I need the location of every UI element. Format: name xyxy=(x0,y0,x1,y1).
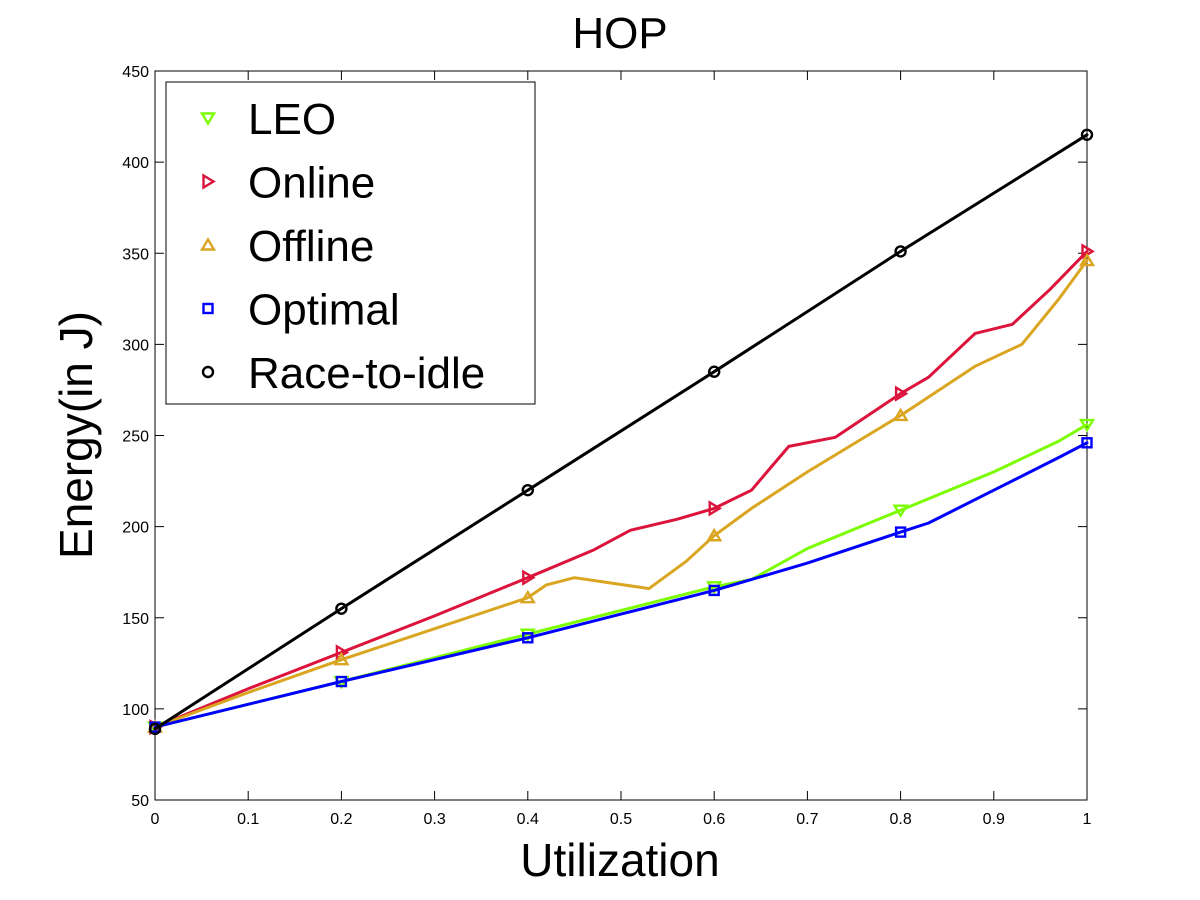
legend-label: Online xyxy=(248,159,375,208)
legend-marker xyxy=(199,237,217,251)
data-point xyxy=(1078,252,1096,267)
data-point xyxy=(1078,418,1096,433)
data-point xyxy=(519,628,536,642)
data-point xyxy=(708,365,721,378)
series-line xyxy=(153,249,1089,729)
legend-marker xyxy=(202,302,214,315)
legend-box xyxy=(165,81,536,405)
y-tick-label: 300 xyxy=(122,337,149,354)
series-line xyxy=(153,441,1089,729)
data-point xyxy=(894,245,907,258)
legend-marker xyxy=(199,112,217,126)
data-point xyxy=(892,504,909,519)
y-tick-label: 150 xyxy=(122,611,149,628)
y-axis: 50 100 150 200 250 300 350 400 450 xyxy=(122,64,1087,810)
data-point xyxy=(1080,128,1094,141)
legend-label: Optimal xyxy=(248,286,400,335)
y-tick-label: 400 xyxy=(122,155,149,172)
legend-marker xyxy=(201,365,215,379)
data-point xyxy=(148,722,162,736)
legend-label: Offline xyxy=(248,222,374,271)
y-tick-label: 100 xyxy=(122,702,149,719)
series-layer xyxy=(146,128,1096,736)
data-point xyxy=(892,407,909,422)
data-point xyxy=(708,500,723,517)
y-tick-label: 200 xyxy=(122,520,149,537)
x-tick-label: 0.1 xyxy=(237,811,259,828)
series-line xyxy=(153,133,1089,731)
x-tick-label: 0.5 xyxy=(610,811,632,828)
legend-item: Offline xyxy=(199,222,374,271)
legend: LEO Online Offline Optimal Race-to-idle xyxy=(165,81,536,405)
legend-label: Race-to-idle xyxy=(248,349,485,398)
data-point xyxy=(706,581,723,595)
series-race-to-idle xyxy=(148,128,1094,736)
data-point xyxy=(333,651,350,666)
x-tick-label: 0.2 xyxy=(330,811,352,828)
y-tick-label: 250 xyxy=(122,429,149,446)
x-tick-label: 0.9 xyxy=(983,811,1005,828)
x-axis-title: Utilization xyxy=(520,834,719,886)
data-point xyxy=(894,526,907,538)
legend-item: Race-to-idle xyxy=(201,349,485,398)
x-tick-label: 0 xyxy=(151,811,160,828)
series-optimal xyxy=(149,437,1093,733)
legend-marker xyxy=(202,173,216,190)
x-tick-label: 0.4 xyxy=(517,811,539,828)
chart-title: HOP xyxy=(572,9,667,58)
data-point xyxy=(335,602,348,615)
data-point xyxy=(522,569,536,586)
x-tick-label: 0.7 xyxy=(796,811,818,828)
x-tick-label: 1 xyxy=(1083,811,1092,828)
x-tick-label: 0.3 xyxy=(423,811,445,828)
y-tick-label: 50 xyxy=(131,793,149,810)
legend-item: Optimal xyxy=(202,286,400,335)
legend-label: LEO xyxy=(248,95,336,144)
x-tick-label: 0.8 xyxy=(889,811,911,828)
data-point xyxy=(522,632,534,644)
x-axis: 0 0.1 0.2 0.3 0.4 0.5 0.6 0.7 0.8 0.9 1 xyxy=(151,71,1092,828)
legend-item: LEO xyxy=(199,95,336,144)
y-axis-title: Energy(in J) xyxy=(50,311,102,559)
y-tick-label: 450 xyxy=(122,64,149,81)
data-point xyxy=(521,483,534,497)
data-point xyxy=(335,675,348,688)
series-line xyxy=(153,259,1089,729)
y-tick-label: 350 xyxy=(122,246,149,263)
data-point xyxy=(519,589,536,604)
legend-item: Online xyxy=(202,159,375,208)
data-point xyxy=(706,527,723,542)
data-point xyxy=(1081,437,1093,449)
data-point xyxy=(894,385,909,402)
x-tick-label: 0.6 xyxy=(703,811,725,828)
data-point xyxy=(708,584,720,597)
